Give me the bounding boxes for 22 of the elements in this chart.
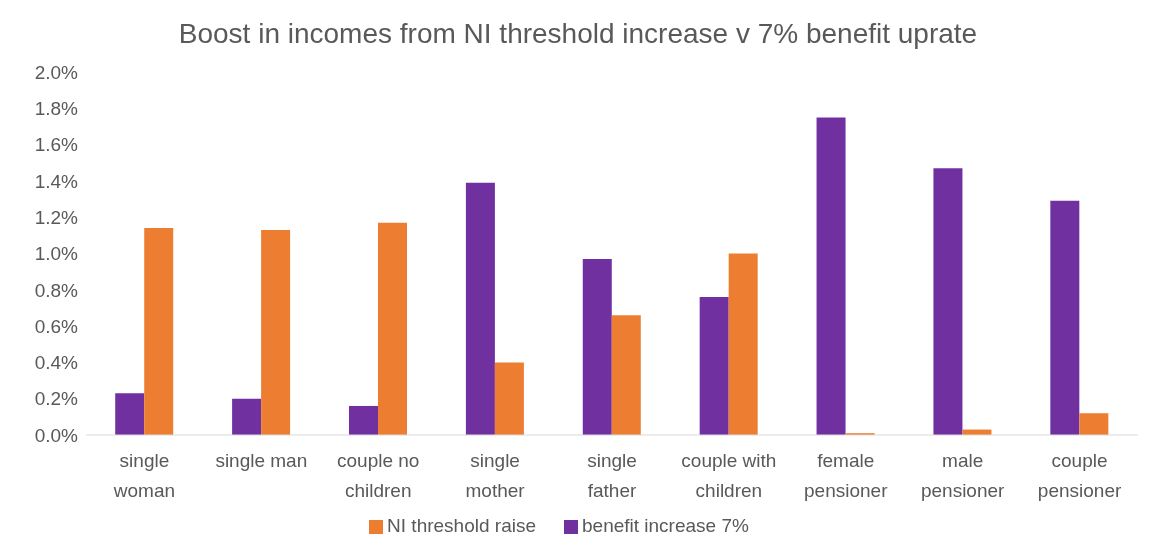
y-tick-label: 0.0% bbox=[34, 424, 79, 446]
y-tick-label: 2.0% bbox=[34, 61, 79, 83]
y-tick-label: 0.8% bbox=[34, 279, 79, 301]
x-tick-label: couple pensioner bbox=[1037, 450, 1122, 501]
y-tick-label: 1.2% bbox=[34, 206, 79, 228]
y-tick-label: 1.6% bbox=[34, 134, 79, 156]
x-tick-label: male pensioner bbox=[920, 450, 1006, 501]
chart-title: Boost in incomes from NI threshold increase v 7% benefit uprate bbox=[177, 17, 979, 51]
x-tick-label: female pensioner bbox=[804, 450, 889, 501]
x-tick-label: single man bbox=[215, 450, 308, 471]
y-tick-label: 0.2% bbox=[34, 388, 79, 410]
y-tick-label: 1.4% bbox=[34, 170, 79, 192]
legend-label: benefit increase 7% bbox=[582, 515, 749, 536]
y-tick-label: 0.6% bbox=[34, 315, 79, 337]
x-tick-label: couple no children bbox=[337, 450, 420, 501]
x-tick-label: single mother bbox=[465, 450, 526, 501]
legend-label: NI threshold raise bbox=[387, 515, 536, 536]
x-tick-label: single woman bbox=[112, 450, 176, 501]
x-tick-label: couple with children bbox=[681, 450, 777, 501]
y-tick-label: 0.4% bbox=[34, 352, 79, 374]
y-tick-label: 1.0% bbox=[34, 243, 79, 265]
y-tick-label: 1.8% bbox=[34, 98, 79, 120]
